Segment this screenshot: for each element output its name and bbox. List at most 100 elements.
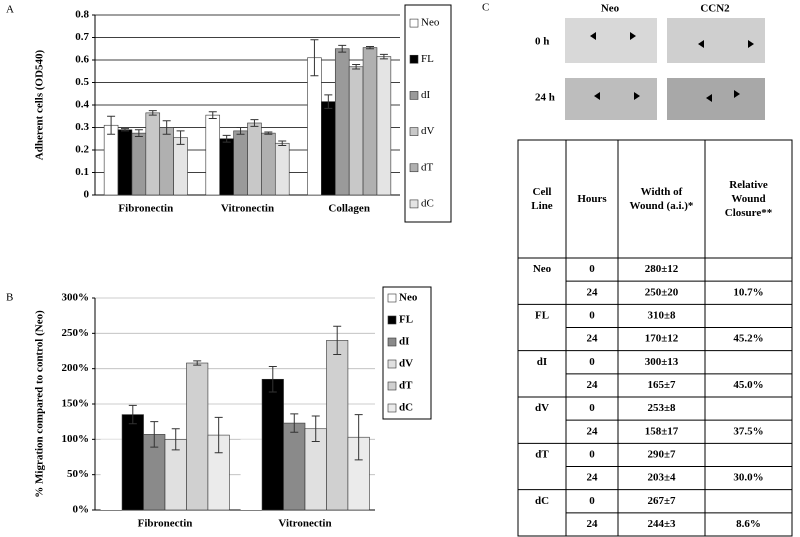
bar [131,132,147,196]
y-tick-label: 200% [62,362,90,374]
bar [362,47,378,196]
x-tick-label: Vitronectin [278,518,331,530]
panel-label: B [6,292,13,304]
table-cell: 165±7 [647,379,676,391]
table-cell: 280±12 [645,263,679,275]
table-cell: 45.2% [733,333,763,345]
error-bar [120,128,129,132]
arrow [590,32,754,102]
y-tick-label: 0.2 [75,144,89,156]
table-cell: 203±4 [647,472,676,484]
bar [283,422,306,511]
error-bar [162,120,171,135]
legend-swatch [387,315,397,325]
y-tick-label: 0.1 [75,166,89,178]
bar [326,340,349,511]
bar [261,378,284,511]
legend-label: dC [399,402,413,414]
table-cell: 0 [589,263,595,275]
bar [100,439,123,510]
table-cell: 0 [589,448,595,460]
image-column: CCN2 [700,3,730,15]
legend-label: dC [421,197,434,209]
table-cell: dT [535,448,549,460]
image [667,18,765,63]
table-header: Width of Wound (a.i.)* [630,186,694,212]
image-column: Neo [601,3,620,15]
error-bar [176,130,185,145]
bar [103,124,119,196]
bar [240,439,263,510]
error-bar [379,53,388,60]
table-cell: 300±13 [645,356,679,368]
legend-box [404,4,452,223]
y-tick-label: 0.6 [75,54,89,66]
table-cell: 24 [587,333,599,345]
table-cell: 0 [589,309,595,321]
table-cell: 24 [587,425,599,437]
error-bar [366,46,375,50]
legend-swatch [409,163,419,173]
table-cell: 37.5% [733,425,763,437]
table-cell: 290±7 [647,448,676,460]
legend-swatch [409,91,419,100]
x-tick-label: Fibronectin [118,203,173,215]
error-bar [107,115,116,135]
y-tick-label: 300% [62,292,90,304]
table-cell: 310±8 [647,309,676,321]
error-bar [352,64,361,70]
y-tick-label: 0% [73,504,90,516]
bar [307,57,322,196]
table-cell: 24 [587,379,599,391]
legend-label: dI [421,89,431,101]
error-bar [268,366,277,393]
legend-swatch [387,293,397,303]
bar [219,138,234,196]
y-tick-label: 150% [62,398,90,410]
legend-label: FL [399,314,413,326]
y-tick-label: 0.7 [75,31,89,43]
legend-swatch [409,54,419,64]
table-cell: 10.7% [733,286,763,298]
bar [117,129,133,196]
y-tick-label: 0.5 [75,76,89,88]
table-cell: dC [535,495,549,507]
error-bar [354,414,363,461]
error-bar [134,129,143,137]
panel-label: C [482,2,489,14]
image [565,18,657,63]
bar [247,122,262,196]
legend-swatch [409,199,419,209]
table-cell: FL [535,309,549,321]
x-tick-label: Collagen [328,203,370,215]
table-header: Cell Line [531,186,553,212]
table-cell: 253±8 [647,402,676,414]
table-cell: 250±20 [645,286,679,298]
table-cell: 0 [589,402,595,414]
table-cell: Neo [533,263,552,275]
legend-label: dT [421,161,434,173]
error-bar [214,416,223,454]
y-tick-label: 0.3 [75,121,89,133]
bar [321,101,336,196]
table-header: Hours [577,193,607,205]
error-bar [222,134,231,143]
error-bar [264,131,273,135]
legend-label: Neo [421,17,440,29]
image [565,78,657,120]
error-bar [324,94,333,109]
table-cell: 0 [589,356,595,368]
table-border [517,139,793,537]
legend-label: dV [421,125,435,137]
panel-label: A [6,4,14,16]
table-header: Relative Wound Closure** [725,179,773,219]
table-cell: 267±7 [647,495,676,507]
error-bar [338,44,347,53]
legend-swatch [409,18,419,28]
error-bar [290,413,299,433]
table-cell: 170±12 [645,333,679,345]
table-cell: 24 [587,518,599,530]
legend-label: dI [399,336,409,348]
image-row: 24 h [535,92,555,104]
